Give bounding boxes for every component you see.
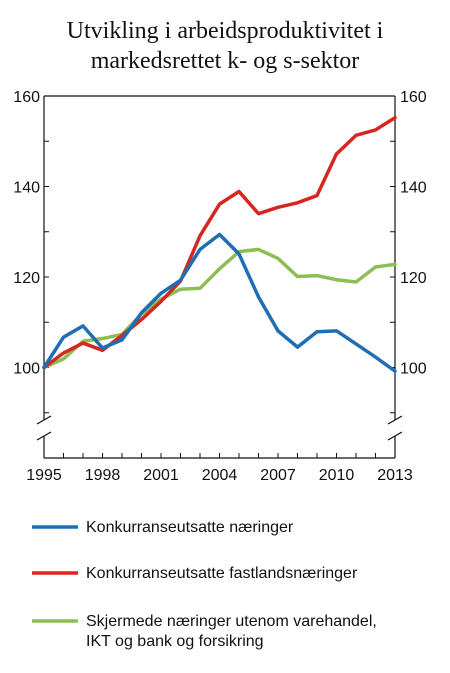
series-line-3	[42, 247, 397, 370]
y-tick-label-right: 120	[400, 270, 427, 287]
chart-title-line: Utvikling i arbeidsproduktivitet i	[67, 18, 384, 44]
legend-label: Konkurranseutsatte fastlandsnæringer	[86, 565, 358, 582]
series-lines	[42, 115, 397, 373]
chart-title: Utvikling i arbeidsproduktivitet i marked…	[67, 18, 384, 74]
y-tick-label-left: 160	[13, 89, 40, 106]
y-tick-label-right: 160	[400, 89, 427, 106]
tick-labels: 1995 1998 2001 2004 2007 2010 2013 100 100 120 120…	[13, 89, 427, 484]
x-tick-label: 2013	[377, 467, 413, 484]
axis-break-mark	[36, 415, 52, 425]
legend: Konkurranseutsatte næringer Konkurranseut…	[32, 519, 377, 650]
x-tick-label: 2007	[260, 467, 296, 484]
axes	[36, 95, 403, 459]
series-line-2	[42, 115, 397, 370]
axis-break-mark	[387, 431, 403, 441]
y-tick-label-left: 100	[13, 361, 40, 378]
legend-label: Skjermede næringer utenom varehandel, IKT…	[86, 613, 377, 650]
chart-title-line: markedsrettet k- og s-sektor	[91, 48, 360, 74]
x-tick-label: 1995	[26, 467, 62, 484]
x-tick-label: 1998	[85, 467, 121, 484]
x-tick-label: 2004	[202, 467, 238, 484]
y-tick-label-right: 140	[400, 180, 427, 197]
axis-break-mark	[387, 415, 403, 425]
y-tick-label-left: 140	[13, 180, 40, 197]
axis-break-mark	[36, 431, 52, 441]
x-tick-label: 2001	[143, 467, 179, 484]
series-line-1	[42, 232, 397, 373]
y-tick-label-right: 100	[400, 361, 427, 378]
legend-label: Konkurranseutsatte næringer	[86, 519, 294, 536]
x-tick-label: 2010	[319, 467, 355, 484]
y-tick-label-left: 120	[13, 270, 40, 287]
